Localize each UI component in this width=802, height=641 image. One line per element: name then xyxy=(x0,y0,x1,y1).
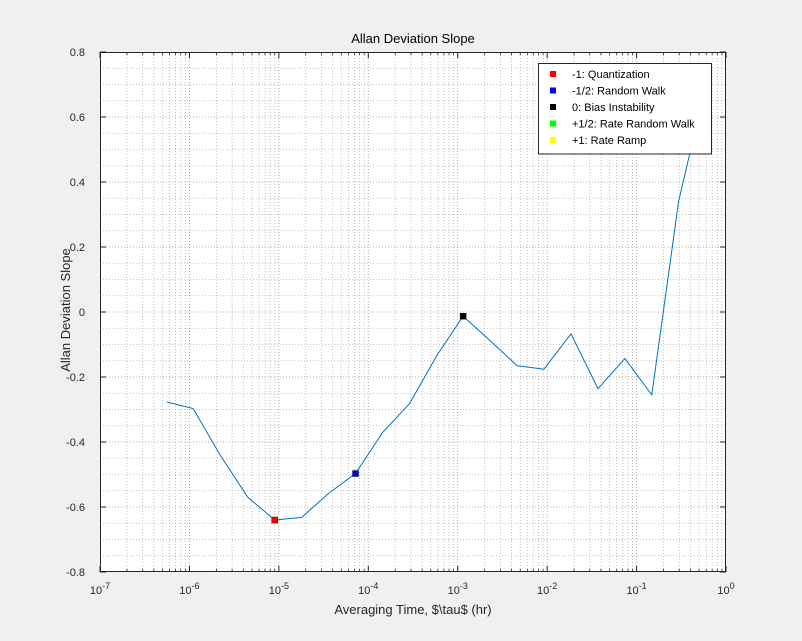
x-tick-exponent: -5 xyxy=(281,581,289,591)
data-marker[interactable] xyxy=(352,470,359,477)
y-tick-label: 0.4 xyxy=(70,177,85,189)
x-tick-exponent: -4 xyxy=(370,581,378,591)
legend-swatch xyxy=(550,71,556,77)
tick-marks xyxy=(99,51,727,573)
x-tick-exponent: -1 xyxy=(639,581,647,591)
x-tick-base: 10 xyxy=(269,585,281,597)
legend-box xyxy=(538,63,712,155)
legend-swatch xyxy=(550,120,556,127)
chart-title: Allan Deviation Slope xyxy=(351,31,475,46)
legend-entry-label: -1/2: Random Walk xyxy=(572,86,666,98)
x-tick-base: 10 xyxy=(537,585,549,597)
x-tick-exponent: -3 xyxy=(460,581,468,591)
x-tick-label: 10-5 xyxy=(269,581,289,597)
legend-swatch xyxy=(550,137,556,143)
major-grid xyxy=(100,52,726,572)
x-tick-labels: 10-7 10-6 10-5 10-4 10-3 10-2 10-1 100 xyxy=(90,581,735,597)
y-tick-label: 0.6 xyxy=(70,112,85,124)
x-tick-label: 10-7 xyxy=(90,581,110,597)
legend-entry-label: +1: Rate Ramp xyxy=(572,135,646,147)
x-tick-base: 10 xyxy=(448,585,460,597)
x-tick-exponent: 0 xyxy=(730,581,735,591)
legend[interactable]: -1: Quantization -1/2: Random Walk 0: Bias… xyxy=(538,63,712,155)
x-tick-label: 10-1 xyxy=(626,581,646,597)
y-tick-label: -0.8 xyxy=(66,567,85,579)
y-tick-label: -0.2 xyxy=(66,372,85,384)
x-tick-base: 10 xyxy=(90,585,102,597)
x-axis-label: Averaging Time, $\tau$ (hr) xyxy=(334,602,491,617)
x-tick-base: 10 xyxy=(717,585,729,597)
x-tick-label: 10-3 xyxy=(448,581,468,597)
y-tick-label: 0.8 xyxy=(70,47,85,59)
x-tick-label: 10-4 xyxy=(358,581,378,597)
legend-swatch xyxy=(550,104,556,110)
y-tick-label: -0.4 xyxy=(66,437,85,449)
x-tick-label: 100 xyxy=(717,581,734,597)
y-tick-label: 0.2 xyxy=(70,242,85,254)
data-marker[interactable] xyxy=(459,312,467,320)
y-tick-label: 0 xyxy=(79,307,85,319)
legend-entry-label: +1/2: Rate Random Walk xyxy=(572,119,695,131)
x-tick-exponent: -6 xyxy=(192,581,200,591)
x-tick-label: 10-2 xyxy=(537,581,557,597)
x-tick-base: 10 xyxy=(626,585,638,597)
legend-swatch xyxy=(550,87,556,94)
minor-grid xyxy=(100,52,726,572)
x-tick-label: 10-6 xyxy=(179,581,199,597)
y-axis-label: Allan Deviation Slope xyxy=(58,248,73,372)
legend-entry-label: -1: Quantization xyxy=(572,69,650,81)
x-tick-base: 10 xyxy=(358,585,370,597)
legend-entry-label: 0: Bias Instability xyxy=(572,102,655,114)
x-tick-exponent: -7 xyxy=(102,581,110,591)
series-layer xyxy=(166,131,696,521)
y-tick-labels: -0.8 -0.6 -0.4 -0.2 0 0.2 0.4 0.6 0.8 xyxy=(66,47,85,579)
data-marker[interactable] xyxy=(271,516,279,524)
y-tick-label: -0.6 xyxy=(66,502,85,514)
x-tick-base: 10 xyxy=(179,585,191,597)
series-line[interactable] xyxy=(166,131,696,521)
marker-layer xyxy=(271,312,467,524)
x-tick-exponent: -2 xyxy=(549,581,557,591)
